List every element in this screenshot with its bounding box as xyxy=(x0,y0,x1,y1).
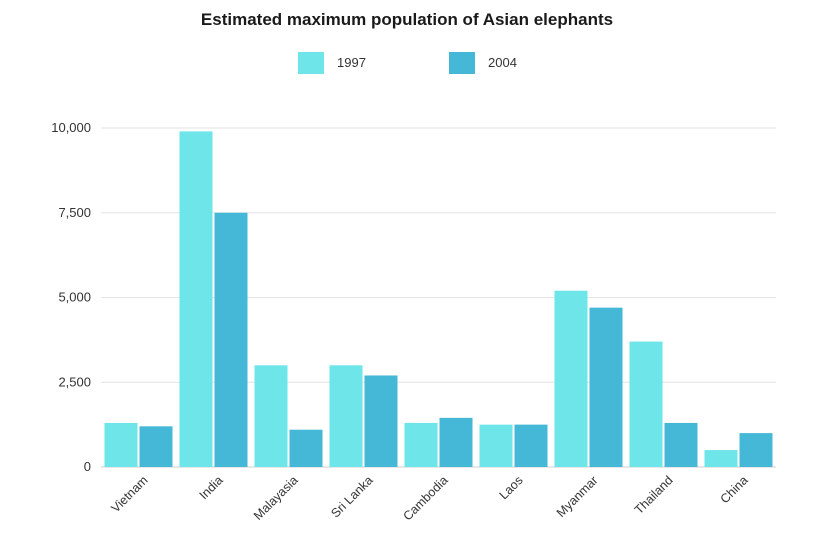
bar-2004-cambodia xyxy=(439,417,473,467)
bar-1997-malayasia xyxy=(254,365,288,467)
category-label: Laos xyxy=(497,473,526,502)
bar-1997-laos xyxy=(479,424,513,467)
category-label: India xyxy=(197,473,226,502)
bar-1997-cambodia xyxy=(404,422,438,467)
category-label: Myanmar xyxy=(554,473,601,520)
category-label: Vietnam xyxy=(108,473,150,515)
category-label: China xyxy=(718,473,751,506)
y-axis-tick-labels: 0 2,500 5,000 7,500 10,000 xyxy=(51,120,91,474)
y-tick-label: 5,000 xyxy=(58,290,91,305)
category-label: Cambodia xyxy=(400,473,450,523)
legend-label-2004: 2004 xyxy=(488,55,517,70)
bar-1997-myanmar xyxy=(554,290,588,467)
bar-2004-myanmar xyxy=(589,307,623,467)
category-label: Thailand xyxy=(632,473,676,517)
bar-1997-vietnam xyxy=(104,422,138,467)
gridlines xyxy=(101,127,776,468)
bar-2004-india xyxy=(214,212,248,467)
y-tick-label: 7,500 xyxy=(58,205,91,220)
bar-2004-thailand xyxy=(664,422,698,467)
category-label: Malayasia xyxy=(251,473,301,523)
bar-2004-china xyxy=(739,433,773,467)
y-tick-label: 10,000 xyxy=(51,120,91,135)
legend-swatch-2004 xyxy=(449,52,475,74)
bar-2004-malayasia xyxy=(289,429,323,467)
legend-label-1997: 1997 xyxy=(337,55,366,70)
legend: 1997 2004 xyxy=(298,52,517,74)
chart-title: Estimated maximum population of Asian el… xyxy=(201,10,613,29)
y-tick-label: 2,500 xyxy=(58,374,91,389)
x-axis-category-labels: Vietnam India Malayasia Sri Lanka Cambodia La… xyxy=(108,473,750,523)
bar-1997-china xyxy=(704,450,738,467)
bar-1997-thailand xyxy=(629,341,663,467)
category-label: Sri Lanka xyxy=(328,473,375,520)
bar-1997-india xyxy=(179,131,213,467)
legend-swatch-1997 xyxy=(298,52,324,74)
bars xyxy=(104,131,773,467)
bar-1997-sri-lanka xyxy=(329,365,363,467)
bar-2004-sri-lanka xyxy=(364,375,398,467)
y-tick-label: 0 xyxy=(84,459,91,474)
bar-2004-laos xyxy=(514,424,548,467)
bar-2004-vietnam xyxy=(139,426,173,467)
